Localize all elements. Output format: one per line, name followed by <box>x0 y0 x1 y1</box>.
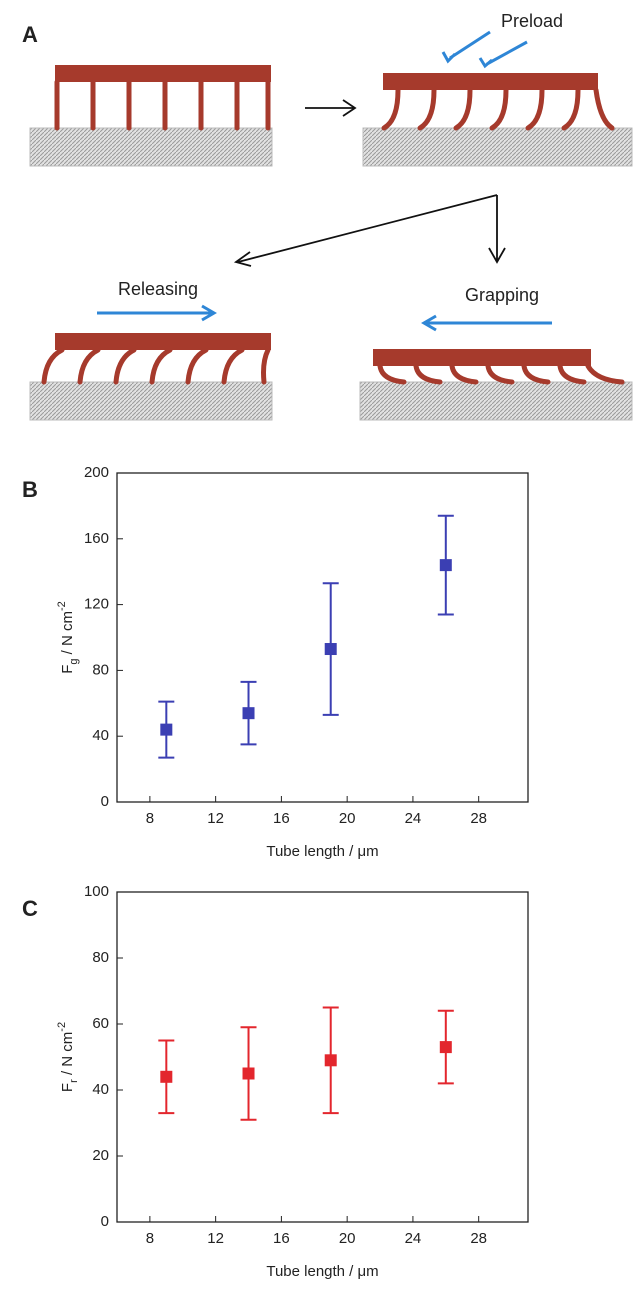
releasing-arrow <box>97 304 217 322</box>
x-tick-label: 20 <box>339 810 356 827</box>
y-axis-label-part: -2 <box>56 1022 68 1032</box>
pillars <box>377 363 625 385</box>
y-tick-label: 0 <box>101 1213 109 1230</box>
x-axis-label: Tube length / μm <box>266 843 378 860</box>
backbone <box>373 349 591 366</box>
y-tick-label: 40 <box>92 727 109 744</box>
backbone <box>55 65 271 82</box>
panel-label: B <box>22 477 38 502</box>
data-point <box>439 1041 452 1054</box>
preload-arrows <box>441 30 528 69</box>
substrate <box>29 127 273 167</box>
data-point <box>160 1070 173 1083</box>
substrate <box>359 381 633 421</box>
data-point <box>324 643 337 656</box>
x-tick-label: 16 <box>273 1230 290 1247</box>
data-point <box>160 723 173 736</box>
preload-label: Preload <box>501 11 563 31</box>
x-axis-label: Tube length / μm <box>266 1263 378 1280</box>
plot-frame <box>116 472 529 803</box>
y-tick-label: 120 <box>84 596 109 613</box>
releasing-label: Releasing <box>118 279 198 299</box>
y-tick-label: 100 <box>84 883 109 900</box>
arrow <box>305 99 357 117</box>
substrate <box>362 127 633 167</box>
x-tick-label: 12 <box>207 1230 224 1247</box>
x-tick-label: 28 <box>470 1230 487 1247</box>
y-tick-label: 40 <box>92 1081 109 1098</box>
x-tick-label: 12 <box>207 810 224 827</box>
y-axis-label-part: r <box>68 1079 80 1083</box>
y-tick-label: 200 <box>84 464 109 481</box>
x-tick-label: 20 <box>339 1230 356 1247</box>
x-tick-label: 16 <box>273 810 290 827</box>
panel-label: A <box>22 22 38 47</box>
pillars <box>54 79 271 131</box>
y-axis-label-part: g <box>68 658 80 664</box>
plot-frame <box>116 891 529 1223</box>
grapping-label: Grapping <box>465 285 539 305</box>
y-axis-label: Fg / N cm-2 <box>56 601 80 674</box>
x-tick-label: 24 <box>405 1230 422 1247</box>
backbone <box>55 333 271 350</box>
pillars <box>381 87 615 131</box>
y-tick-label: 80 <box>92 949 109 966</box>
y-tick-label: 20 <box>92 1147 109 1164</box>
y-tick-label: 0 <box>101 793 109 810</box>
data-point <box>242 1067 255 1080</box>
y-axis-label: Fr / N cm-2 <box>56 1022 80 1092</box>
y-axis-label-part: F <box>59 665 76 674</box>
y-axis-label-part: / N cm <box>59 1032 76 1080</box>
substrate <box>29 381 273 421</box>
data-point <box>439 559 452 572</box>
diagram: A Preload Releasing Grapping <box>22 11 633 421</box>
y-tick-label: 160 <box>84 530 109 547</box>
data-point <box>324 1054 337 1067</box>
branch-arrows <box>233 194 506 267</box>
pillars <box>41 347 271 385</box>
data-point <box>242 707 255 720</box>
x-tick-label: 8 <box>146 1230 154 1247</box>
y-tick-label: 60 <box>92 1015 109 1032</box>
grapping-arrow <box>421 314 552 332</box>
x-tick-label: 24 <box>405 810 422 827</box>
backbone <box>383 73 598 90</box>
y-axis-label-part: -2 <box>56 601 68 611</box>
x-tick-label: 8 <box>146 810 154 827</box>
y-axis-label-part: / N cm <box>59 611 76 659</box>
panel-label: C <box>22 896 38 921</box>
x-tick-label: 28 <box>470 810 487 827</box>
y-tick-label: 80 <box>92 661 109 678</box>
y-axis-label-part: F <box>59 1083 76 1092</box>
